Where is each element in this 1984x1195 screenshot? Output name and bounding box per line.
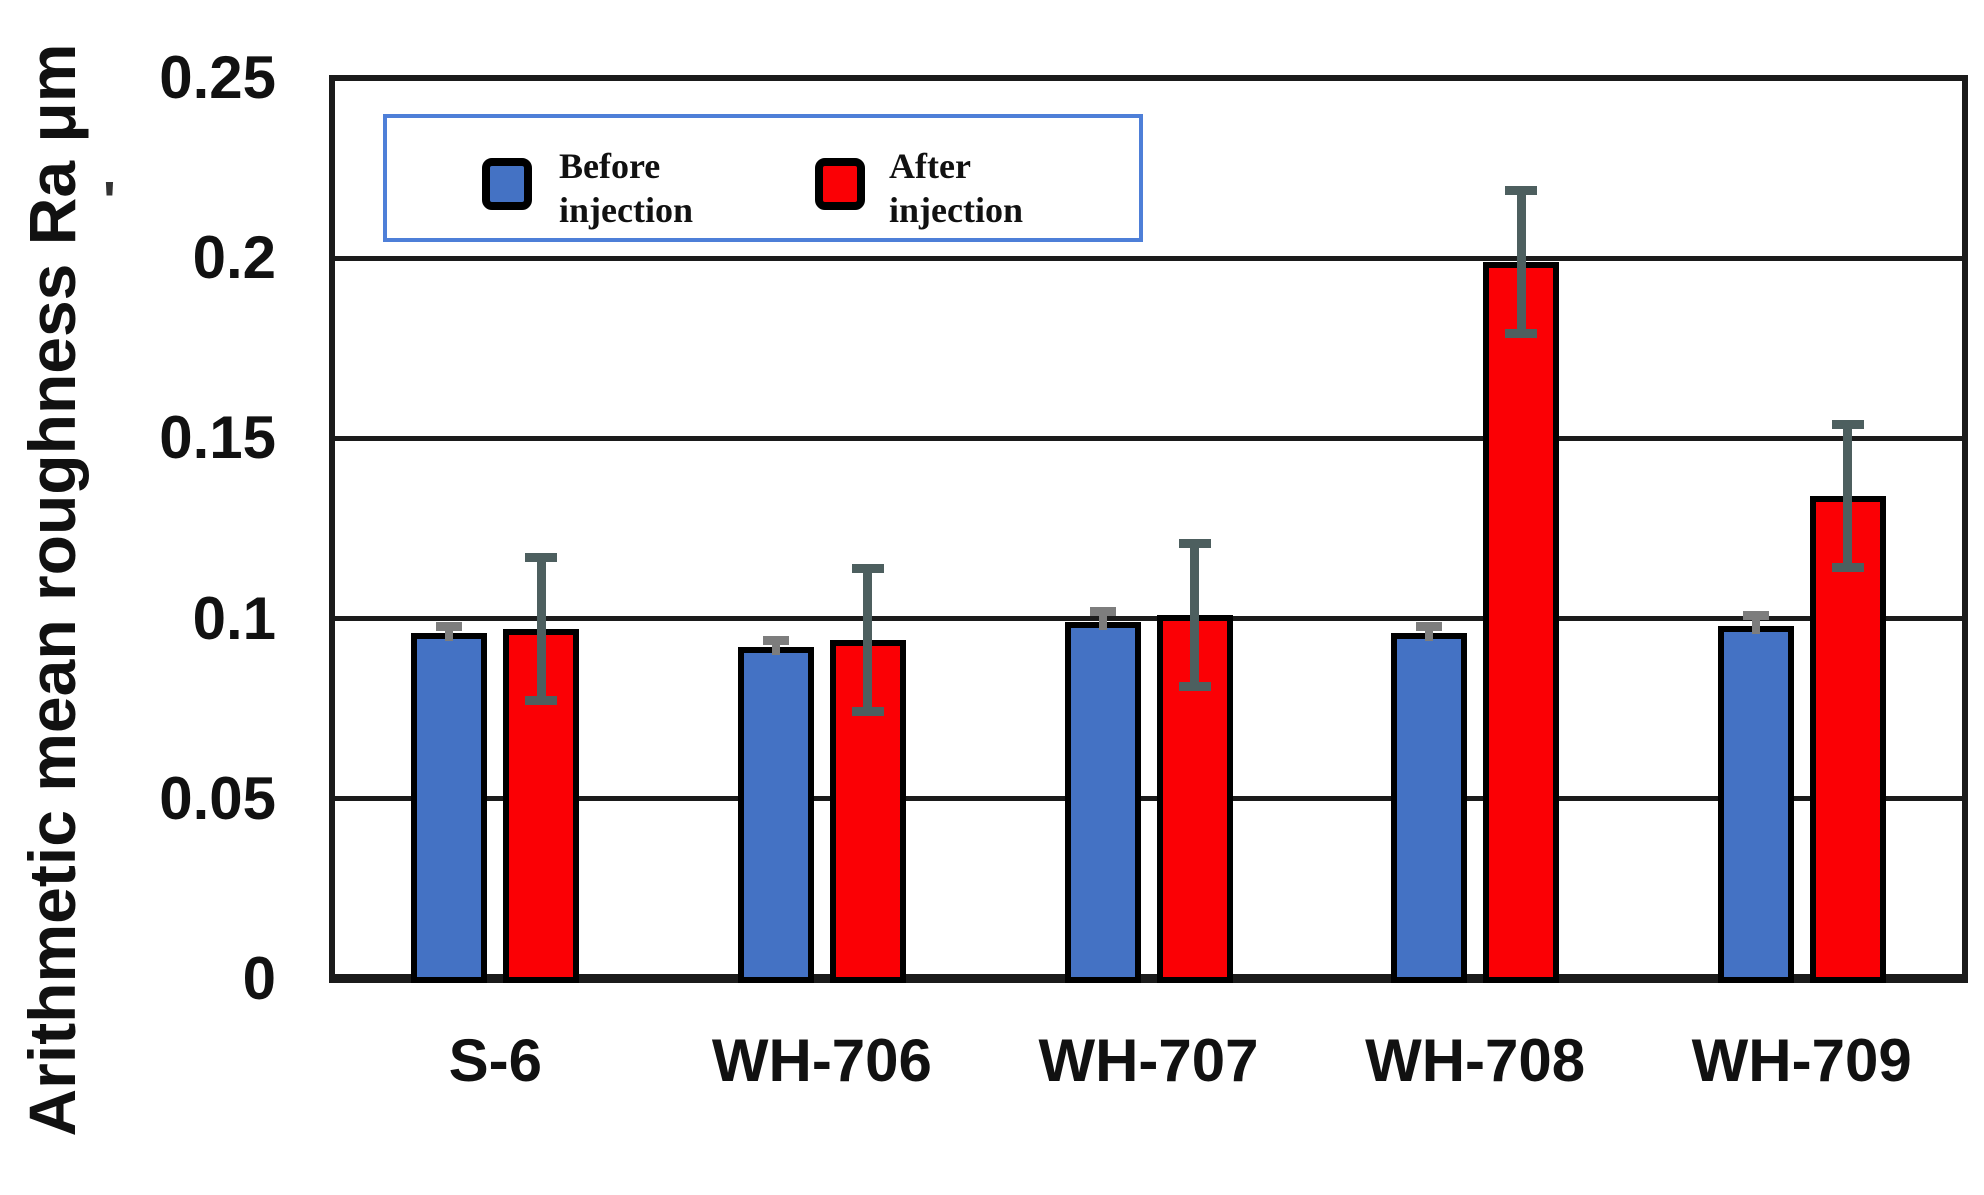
- errorbar-after-WH-709-cap-bottom: [1831, 563, 1864, 573]
- y-tick-label-0.25: 0.25: [159, 44, 276, 111]
- errorbar-after-WH-706-cap-top: [851, 564, 884, 574]
- legend-swatch-before: [482, 158, 532, 210]
- legend-before-line2: injection: [559, 190, 693, 230]
- errorbar-before-WH-706-stem: [771, 640, 780, 656]
- errorbar-before-WH-707-cap-top: [1089, 607, 1116, 617]
- bar-before-WH-708: [1391, 633, 1468, 983]
- errorbar-after-WH-708-cap-top: [1505, 185, 1538, 195]
- bar-before-S-6: [411, 633, 488, 983]
- errorbar-before-WH-706-cap-top: [762, 636, 789, 646]
- errorbar-after-WH-707-cap-bottom: [1178, 682, 1211, 692]
- x-tick-label-WH-707: WH-707: [1038, 1027, 1259, 1094]
- legend-after-line1: After: [889, 146, 971, 186]
- errorbar-after-WH-709-cap-top: [1831, 419, 1864, 429]
- plot-area-frame: [329, 75, 1968, 983]
- y-tick-label-0.2: 0.2: [192, 224, 276, 292]
- x-tick-label-S-6: S-6: [448, 1027, 542, 1094]
- bar-before-WH-706: [737, 647, 814, 983]
- gridline-0.2: [335, 255, 1962, 261]
- x-tick-label-WH-708: WH-708: [1365, 1027, 1586, 1094]
- gridline-0.1: [335, 616, 1962, 622]
- errorbar-before-WH-708-cap-top: [1416, 621, 1443, 631]
- errorbar-before-WH-709-stem: [1751, 614, 1760, 634]
- errorbar-before-S-6-cap-top: [436, 621, 463, 631]
- errorbar-after-WH-706-cap-bottom: [851, 707, 884, 717]
- errorbar-after-WH-708-stem: [1516, 189, 1526, 334]
- y-tick-label-0: 0: [242, 945, 276, 1012]
- x-tick-label-WH-706: WH-706: [711, 1027, 932, 1094]
- x-tick-label-WH-709: WH-709: [1691, 1027, 1912, 1094]
- errorbar-before-WH-708-stem: [1425, 625, 1434, 641]
- y-tick-label-0.15: 0.15: [159, 404, 276, 472]
- legend-box: Before injection After injection: [383, 114, 1143, 242]
- errorbar-before-WH-709-cap-top: [1742, 610, 1769, 620]
- errorbar-after-S-6-cap-bottom: [525, 696, 558, 706]
- legend-after-line2: injection: [889, 190, 1023, 230]
- errorbar-after-WH-706-stem: [863, 568, 873, 713]
- bar-after-WH-709: [1809, 496, 1886, 983]
- y-tick-label-0.05: 0.05: [159, 764, 276, 832]
- legend-label-before: Before injection: [559, 144, 693, 232]
- stray-mark: ': [103, 171, 116, 231]
- legend-swatch-after: [815, 158, 865, 210]
- gridline-0.15: [335, 435, 1962, 441]
- errorbar-after-S-6-stem: [536, 557, 546, 702]
- errorbar-after-WH-708-cap-bottom: [1505, 328, 1538, 338]
- y-tick-label-0.1: 0.1: [192, 584, 276, 652]
- bar-before-WH-707: [1064, 622, 1141, 983]
- errorbar-after-WH-709-stem: [1843, 423, 1853, 569]
- errorbar-after-WH-707-cap-top: [1178, 538, 1211, 548]
- errorbar-after-WH-707-stem: [1190, 542, 1199, 688]
- errorbar-after-S-6-cap-top: [525, 553, 558, 563]
- legend-label-after: After injection: [889, 144, 1023, 232]
- legend-before-line1: Before: [559, 146, 661, 186]
- errorbar-before-WH-707-stem: [1098, 611, 1107, 631]
- bar-after-WH-708: [1483, 261, 1560, 983]
- errorbar-before-S-6-stem: [445, 625, 454, 641]
- bar-before-WH-709: [1717, 625, 1794, 983]
- gridline-0.05: [335, 796, 1962, 802]
